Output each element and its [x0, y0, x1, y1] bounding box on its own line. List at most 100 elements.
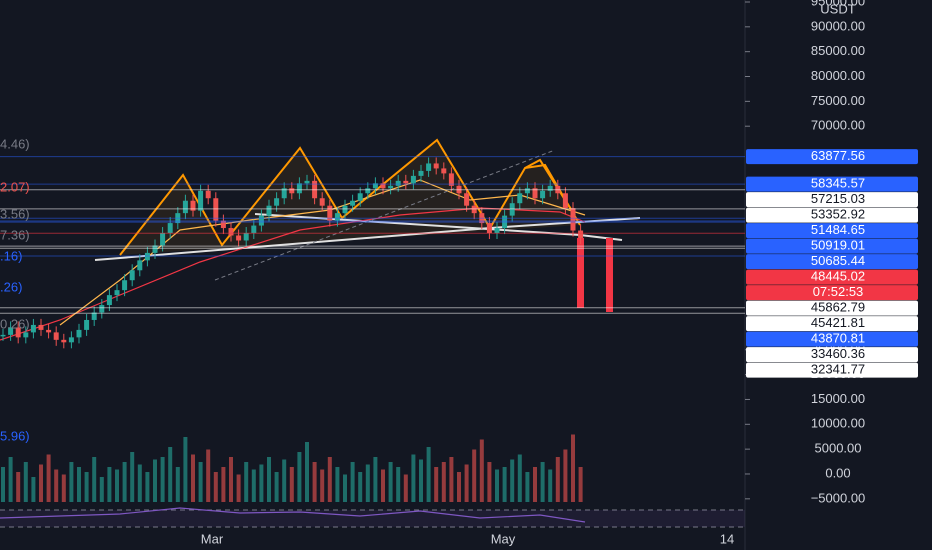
candle-body [441, 168, 447, 174]
indicator-label: .26) [0, 279, 22, 294]
countdown-tag [746, 285, 918, 301]
candle-body [380, 183, 386, 189]
volume-bar [160, 457, 165, 502]
price-tag-label: 57215.03 [811, 191, 865, 206]
volume-bar [137, 464, 142, 502]
candle-body [388, 185, 394, 189]
volume-bar [39, 464, 43, 502]
candle-body [281, 188, 287, 199]
volume-bar [16, 472, 21, 502]
target-arrow [606, 238, 613, 312]
moving-average [0, 207, 586, 341]
price-tag-label: 48445.02 [811, 269, 865, 284]
volume-bar [571, 434, 575, 502]
volume-bar [419, 459, 423, 502]
candle-body [38, 324, 44, 330]
neckline [579, 234, 623, 241]
volume-bar [84, 472, 89, 502]
candle-body [448, 173, 454, 186]
volume-bar [46, 454, 51, 502]
volume-bar [472, 449, 477, 502]
volume-bar [153, 459, 157, 502]
candle-body [464, 193, 470, 206]
x-tick-label: 14 [720, 531, 734, 546]
price-tag [746, 223, 918, 239]
candle-body [410, 175, 416, 184]
candle-body [129, 270, 135, 281]
candle-body [289, 188, 295, 194]
y-tick-label: 15000.00 [811, 391, 865, 406]
indicator-label: .16) [0, 248, 22, 263]
candle-body [167, 223, 173, 234]
volume-bar [69, 462, 74, 502]
volume-bar [533, 467, 537, 502]
y-tick-label: 0.00 [825, 465, 850, 480]
candle-body [198, 190, 204, 211]
price-tag-label: 51484.65 [811, 222, 865, 237]
volume-bar [168, 447, 173, 502]
volume-bar [115, 469, 119, 502]
volume-bar [145, 472, 150, 502]
drawings [0, 138, 745, 528]
volume-bar [350, 462, 355, 502]
volume-bar [23, 462, 28, 502]
candle-body [426, 163, 432, 171]
volume-bar [335, 467, 340, 502]
volume-bar [411, 454, 416, 502]
volume-bar [403, 474, 408, 502]
volume-bar [130, 452, 135, 502]
volume-bar [381, 469, 385, 502]
y-tick-label: 5000.00 [815, 441, 862, 456]
volume-bar [426, 447, 431, 502]
y-tick-label: 85000.00 [811, 43, 865, 58]
y-tick-label: −5000.00 [811, 490, 866, 505]
indicator-label: 2.07) [0, 179, 30, 194]
volume-bar [525, 472, 530, 502]
price-tag-label: 58345.57 [811, 176, 865, 191]
volume-bar [441, 462, 446, 502]
volume-bar [54, 469, 59, 502]
target-arrow [577, 238, 584, 308]
candle-body [540, 190, 546, 199]
price-tag-label: 53352.92 [811, 207, 865, 222]
candle-body [532, 188, 538, 199]
x-tick-label: May [491, 531, 516, 546]
volume-bar [236, 474, 241, 502]
candle-body [205, 190, 211, 199]
volume-bar [175, 467, 180, 502]
y-tick-label: 70000.00 [811, 118, 865, 133]
candle-body [46, 329, 52, 333]
volume-bar [578, 467, 583, 502]
volume-bar [92, 457, 97, 502]
volume-bar [358, 472, 363, 502]
candle-body [578, 230, 584, 238]
candle-body [76, 329, 82, 338]
price-tag-label: 33460.36 [811, 346, 865, 361]
candle-body [220, 220, 226, 229]
volume-bar [457, 472, 461, 502]
countdown-label: 07:52:53 [813, 284, 864, 299]
candle-body [236, 235, 242, 241]
volume-bar [327, 457, 332, 502]
price-tag [746, 331, 918, 347]
volume-bar [107, 467, 112, 502]
volume-bar [434, 467, 439, 502]
volume-bar [259, 464, 264, 502]
indicator-label: 3.56) [0, 206, 30, 221]
candle-body [53, 332, 59, 340]
price-tag [746, 238, 918, 254]
volume-bar [213, 472, 218, 502]
volume-bar [502, 467, 507, 502]
volume-bar [191, 454, 195, 502]
candle-body [494, 228, 500, 234]
volume-bar [320, 469, 325, 502]
volume-bar [487, 462, 492, 502]
indicator-label: 0.26) [0, 316, 30, 331]
candle-body [0, 334, 6, 337]
volume-bar [289, 467, 294, 502]
volume-bar [373, 457, 378, 502]
volume-bar [479, 439, 484, 502]
price-tag-label: 50919.01 [811, 238, 865, 253]
candle-body [182, 200, 188, 214]
